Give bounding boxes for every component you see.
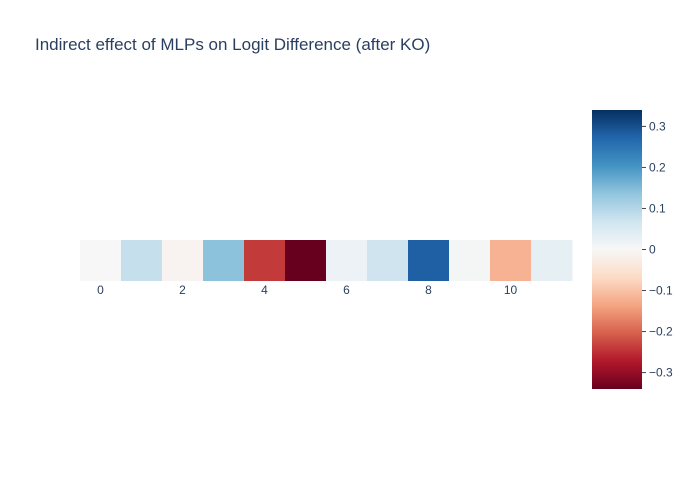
x-tick-label: 4: [261, 283, 268, 297]
heatmap-cell-10: [490, 240, 532, 281]
colorbar-ticks: 0.3 0.2 0.1 0 −0.1 −0.2 −0.3: [642, 119, 673, 380]
heatmap-cell-11: [531, 240, 573, 281]
heatmap-cell-3: [203, 240, 245, 281]
x-tick-label: 0: [97, 283, 104, 297]
colorbar-tick-label: 0.2: [649, 160, 666, 174]
heatmap-cell-0: [80, 240, 122, 281]
heatmap-cells: [80, 240, 573, 281]
x-tick-label: 10: [504, 283, 518, 297]
x-tick-label: 8: [425, 283, 432, 297]
heatmap-cell-1: [121, 240, 163, 281]
colorbar: [592, 110, 642, 389]
heatmap-cell-5: [285, 240, 327, 281]
colorbar-tick-label: 0.1: [649, 201, 666, 215]
heatmap-cell-4: [244, 240, 286, 281]
heatmap-cell-6: [326, 240, 368, 281]
chart-title: Indirect effect of MLPs on Logit Differe…: [35, 35, 430, 54]
colorbar-tick-label: −0.1: [649, 284, 673, 298]
colorbar-tick-label: 0: [649, 243, 656, 257]
colorbar-tick-label: −0.3: [649, 366, 673, 380]
x-tick-label: 2: [179, 283, 186, 297]
heatmap-cell-9: [449, 240, 491, 281]
heatmap-cell-8: [408, 240, 450, 281]
colorbar-tick-label: −0.2: [649, 325, 673, 339]
heatmap-cell-7: [367, 240, 409, 281]
colorbar-tick-label: 0.3: [649, 119, 666, 133]
x-tick-label: 6: [343, 283, 350, 297]
x-axis-ticks: 0 2 4 6 8 10: [97, 283, 517, 297]
heatmap-cell-2: [162, 240, 204, 281]
